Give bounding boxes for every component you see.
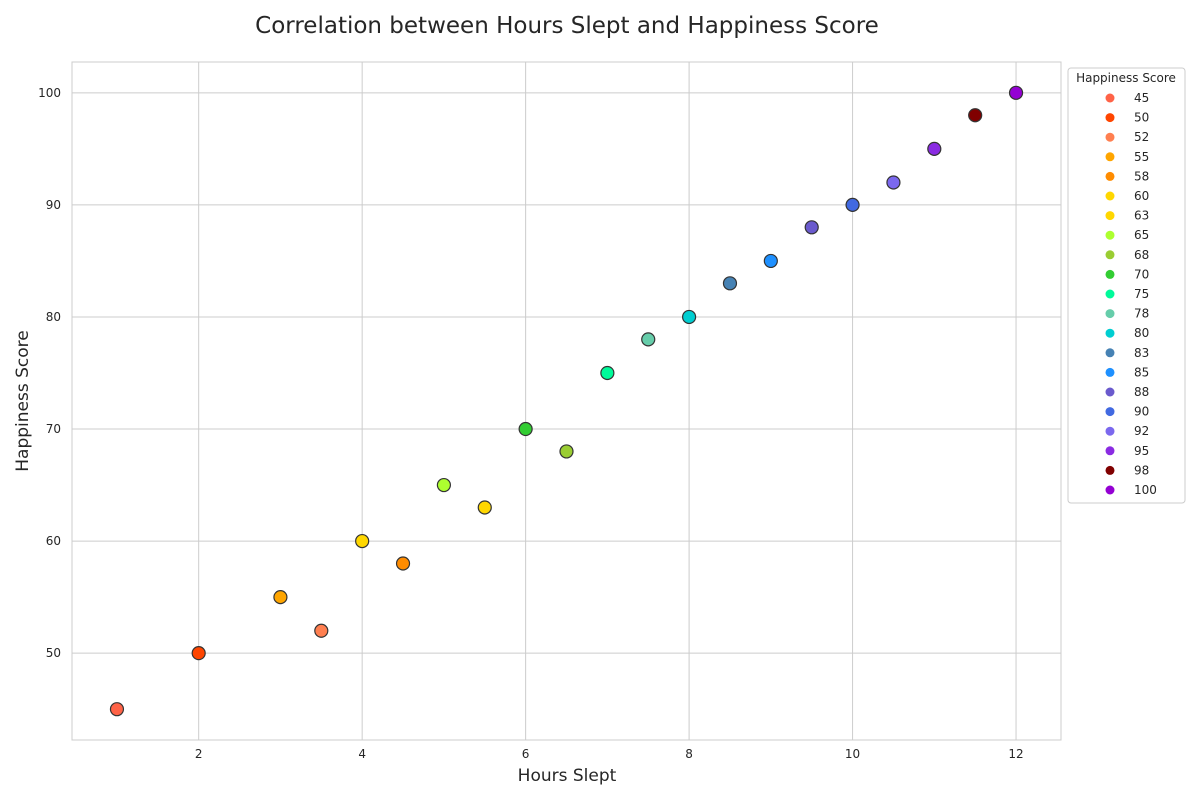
legend-marker-60 <box>1105 191 1115 201</box>
x-axis-label: Hours Slept <box>518 766 617 786</box>
y-tick-label: 100 <box>38 86 61 100</box>
x-tick-label: 4 <box>358 747 366 761</box>
chart-title: Correlation between Hours Slept and Happ… <box>255 13 879 39</box>
legend-marker-90 <box>1105 407 1115 417</box>
data-point-75 <box>600 365 615 381</box>
legend-label-45: 45 <box>1134 91 1149 105</box>
x-tick-label: 12 <box>1008 747 1023 761</box>
legend-box <box>1067 67 1186 504</box>
legend-marker-80 <box>1105 328 1115 338</box>
legend-marker-65 <box>1105 230 1115 240</box>
y-axis-ticks: 50 60 70 80 90 100 <box>38 86 61 660</box>
legend-items: 45 50 52 55 58 60 63 65 68 70 75 78 80 83 85 88 90 92 95 98… <box>1105 91 1157 497</box>
data-point-60 <box>355 533 370 549</box>
legend-marker-63 <box>1105 211 1115 221</box>
legend-marker-98 <box>1105 465 1115 475</box>
legend-label-98: 98 <box>1134 463 1149 477</box>
legend-label-68: 68 <box>1134 248 1149 262</box>
x-tick-label: 2 <box>195 747 203 761</box>
data-point-65 <box>436 477 451 493</box>
legend-label-55: 55 <box>1134 150 1149 164</box>
legend-title: Happiness Score <box>1076 71 1176 85</box>
data-point-92 <box>886 175 901 190</box>
legend-marker-58 <box>1105 171 1115 181</box>
legend-marker-85 <box>1105 367 1115 377</box>
legend: Happiness Score 45 50 52 55 58 60 63 65 68 70 75 78… <box>1067 67 1186 504</box>
legend-marker-50 <box>1105 113 1115 123</box>
y-tick-label: 60 <box>46 534 61 548</box>
legend-marker-45 <box>1105 93 1115 103</box>
data-point-80 <box>682 309 697 325</box>
legend-label-63: 63 <box>1134 209 1149 223</box>
legend-label-50: 50 <box>1134 111 1149 125</box>
y-tick-label: 50 <box>46 646 61 660</box>
data-point-78 <box>641 332 656 347</box>
legend-marker-88 <box>1105 387 1115 397</box>
data-point-52 <box>314 623 329 638</box>
y-tick-label: 80 <box>46 310 61 324</box>
data-point-95 <box>927 141 942 156</box>
y-tick-label: 70 <box>46 422 61 436</box>
legend-marker-95 <box>1105 446 1115 456</box>
legend-label-75: 75 <box>1134 287 1149 301</box>
legend-marker-75 <box>1105 289 1115 299</box>
x-tick-label: 6 <box>522 747 530 761</box>
data-point-90 <box>845 197 860 212</box>
data-point-88 <box>804 220 819 235</box>
legend-label-78: 78 <box>1134 307 1149 321</box>
legend-label-92: 92 <box>1134 424 1149 438</box>
legend-label-88: 88 <box>1134 385 1149 399</box>
x-axis-ticks: 2 4 6 8 10 12 <box>195 747 1024 761</box>
plot-frame <box>71 61 1062 741</box>
legend-label-80: 80 <box>1134 326 1149 340</box>
y-axis-label: Happiness Score <box>13 330 33 471</box>
grid <box>72 62 1061 740</box>
legend-marker-78 <box>1105 309 1115 319</box>
data-points <box>109 85 1024 717</box>
data-point-55 <box>273 590 288 605</box>
data-point-98 <box>968 108 983 123</box>
legend-label-85: 85 <box>1134 365 1149 379</box>
data-point-63 <box>477 500 492 515</box>
x-tick-label: 10 <box>845 747 860 761</box>
data-point-100 <box>1008 85 1024 100</box>
legend-marker-52 <box>1105 132 1115 142</box>
x-tick-label: 8 <box>685 747 693 761</box>
legend-label-65: 65 <box>1134 228 1149 242</box>
legend-marker-83 <box>1105 348 1115 358</box>
y-tick-label: 90 <box>46 198 61 212</box>
legend-marker-70 <box>1105 269 1115 279</box>
legend-marker-68 <box>1105 250 1115 260</box>
legend-label-70: 70 <box>1134 267 1149 281</box>
data-point-68 <box>559 444 574 459</box>
legend-marker-100 <box>1105 485 1115 495</box>
legend-label-83: 83 <box>1134 346 1149 360</box>
legend-label-58: 58 <box>1134 169 1149 183</box>
data-point-85 <box>763 253 778 269</box>
legend-marker-55 <box>1105 152 1115 162</box>
data-point-50 <box>191 646 206 661</box>
legend-label-90: 90 <box>1134 405 1149 419</box>
legend-label-52: 52 <box>1134 130 1149 144</box>
legend-label-60: 60 <box>1134 189 1149 203</box>
data-point-58 <box>395 556 411 571</box>
data-point-45 <box>109 702 125 717</box>
legend-marker-92 <box>1105 426 1115 436</box>
data-point-83 <box>722 276 738 291</box>
data-point-70 <box>518 421 533 437</box>
legend-label-100: 100 <box>1134 483 1157 497</box>
legend-label-95: 95 <box>1134 444 1149 458</box>
